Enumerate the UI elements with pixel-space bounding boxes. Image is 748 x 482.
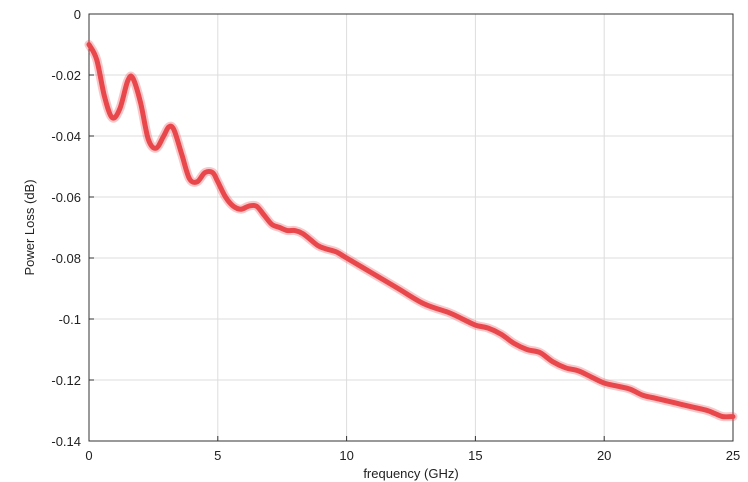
plot-frame — [88, 13, 734, 442]
x-axis-title: frequency (GHz) — [363, 466, 458, 481]
y-axis: 0 -0.02 -0.04 -0.06 -0.08 -0.1 -0.12 -0.14 — [51, 7, 94, 449]
y-axis-title: Power Loss (dB) — [22, 179, 37, 275]
y-tick-label: -0.1 — [59, 312, 81, 327]
x-tick-label: 10 — [339, 448, 353, 463]
y-tick-label: -0.06 — [51, 190, 81, 205]
series-line — [86, 42, 736, 420]
x-tick-label: 25 — [726, 448, 740, 463]
y-tick-label: -0.14 — [51, 434, 81, 449]
grid — [88, 13, 734, 442]
series-line-glow — [84, 40, 738, 422]
series-group — [84, 40, 738, 422]
x-axis: 0 5 10 15 20 25 — [85, 436, 740, 463]
x-tick-label: 20 — [597, 448, 611, 463]
y-tick-label: 0 — [74, 7, 81, 22]
x-tick-label: 5 — [214, 448, 221, 463]
x-tick-label: 15 — [468, 448, 482, 463]
y-tick-label: -0.12 — [51, 373, 81, 388]
y-tick-label: -0.08 — [51, 251, 81, 266]
y-tick-label: -0.02 — [51, 68, 81, 83]
x-tick-label: 0 — [85, 448, 92, 463]
y-tick-label: -0.04 — [51, 129, 81, 144]
